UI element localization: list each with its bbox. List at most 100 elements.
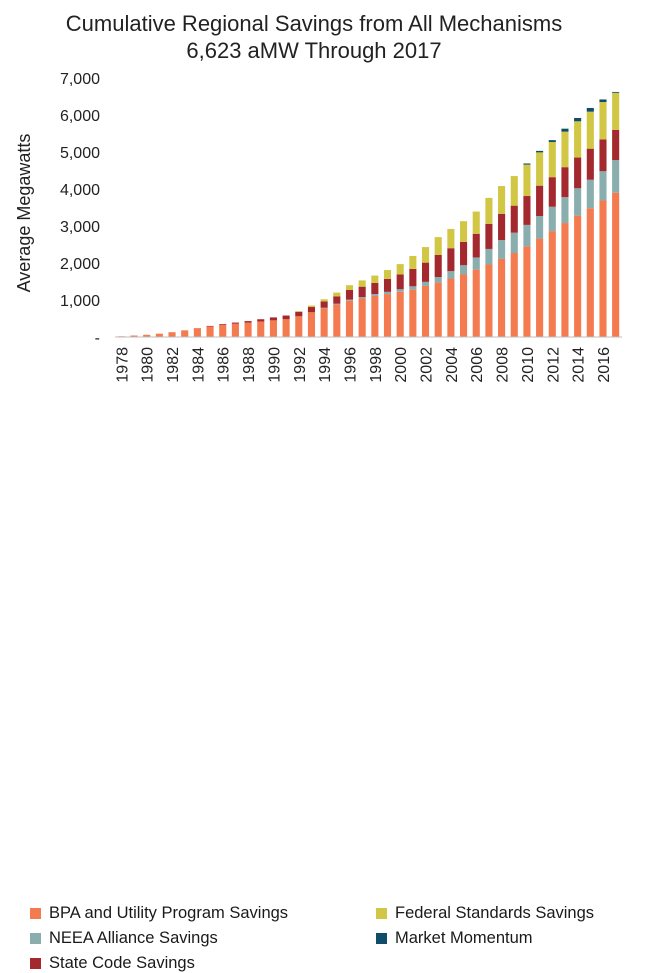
y-tick-label: 4,000: [60, 182, 100, 199]
bar-segment-2004-s1: [447, 271, 455, 279]
x-tick-label: 2006: [469, 347, 486, 383]
bar-segment-2016-s4: [599, 99, 607, 103]
x-tick-label: 1984: [190, 347, 207, 383]
bar-segment-1992-s3: [295, 311, 303, 312]
bar-segment-1990-s2: [269, 317, 277, 321]
bar-segment-2013-s3: [561, 131, 569, 168]
bar-segment-1988-s2: [244, 321, 252, 323]
bar-segment-2013-s4: [561, 128, 569, 132]
bar-segment-2007-s3: [485, 197, 493, 224]
bar-segment-2003-s1: [434, 277, 442, 283]
legend-item-neea: NEEA Alliance Savings: [30, 929, 218, 948]
bar-segment-1991-s0: [282, 319, 290, 337]
bar-segment-2004-s2: [447, 248, 455, 272]
bar-segment-2007-s2: [485, 223, 493, 249]
bar-segment-1998-s3: [371, 275, 379, 283]
bar-segment-2008-s0: [498, 258, 506, 337]
bar-segment-1996-s0: [345, 300, 354, 337]
bar-segment-1997-s0: [358, 298, 366, 337]
bar-segment-2017-s1: [612, 160, 620, 193]
bar-segment-2000-s3: [396, 264, 404, 275]
bar-segment-2017-s2: [612, 129, 620, 161]
chart: Cumulative Regional Savings from All Mec…: [14, 11, 622, 972]
bar-segment-2009-s2: [510, 205, 518, 233]
y-tick-label: 3,000: [60, 219, 100, 236]
bar-segment-2010-s4: [523, 163, 531, 165]
bar-segment-1999-s2: [383, 278, 392, 292]
bar-segment-1990-s0: [269, 320, 277, 337]
bar-segment-2016-s1: [599, 171, 607, 201]
bar-segment-2014-s3: [574, 121, 582, 158]
legend-item-bpa: BPA and Utility Program Savings: [30, 904, 288, 923]
bar-segment-2015-s1: [586, 179, 594, 209]
bar-segment-1994-s2: [320, 301, 328, 308]
legend-label-bpa: BPA and Utility Program Savings: [49, 904, 289, 922]
bar-segment-2006-s1: [472, 257, 480, 270]
bar-segment-2011-s2: [536, 185, 544, 217]
x-axis-ticks: 1978 1980 1982 1984 1986 1988 1990 1992 1994 1996…: [114, 347, 613, 383]
bar-segment-1992-s2: [295, 311, 303, 317]
bar-segment-1979-s0: [130, 335, 138, 337]
x-tick-label: 2012: [545, 347, 562, 383]
x-tick-label: 2000: [393, 347, 410, 383]
bar-segment-1996-s2: [345, 290, 354, 300]
x-tick-label: 1986: [216, 347, 233, 383]
bar-segment-2011-s3: [536, 152, 544, 186]
bar-segment-2014-s0: [574, 215, 582, 337]
bar-segment-1987-s0: [231, 323, 239, 337]
x-tick-label: 1990: [266, 347, 283, 383]
bar-segment-2002-s3: [421, 247, 430, 263]
bar-segment-2015-s2: [586, 148, 594, 180]
bar-segment-1983-s0: [181, 330, 189, 337]
bar-segment-2005-s1: [460, 265, 468, 275]
bar-segment-2003-s2: [434, 254, 442, 278]
bar-segment-2010-s0: [523, 246, 531, 337]
bar-segment-1994-s0: [320, 308, 328, 337]
bar-segment-2009-s3: [510, 176, 518, 206]
bar-segment-2001-s2: [409, 268, 417, 287]
bar-segment-1995-s3: [333, 292, 341, 297]
bar-segment-2011-s4: [536, 150, 544, 153]
chart-svg: Cumulative Regional Savings from All Mec…: [14, 11, 622, 383]
bar-segment-1995-s1: [333, 303, 341, 305]
legend-label-market-momentum: Market Momentum: [395, 929, 533, 947]
bar-segment-1981-s0: [155, 333, 163, 337]
bar-segment-2010-s3: [523, 164, 531, 197]
legend-swatch-state-code: [30, 958, 41, 969]
bar-segment-2015-s0: [586, 208, 594, 337]
bar-segment-2012-s3: [548, 142, 556, 178]
bar-segment-1996-s1: [345, 299, 354, 301]
bar-segment-2005-s2: [460, 241, 468, 266]
bar-segment-2012-s0: [548, 231, 556, 337]
bar-segment-2011-s0: [536, 238, 544, 337]
bar-segment-1991-s2: [282, 315, 290, 320]
bar-segment-2000-s2: [396, 274, 404, 290]
bar-segment-2004-s0: [447, 278, 455, 337]
bar-segment-1997-s1: [358, 297, 366, 299]
y-tick-label: 6,000: [60, 108, 100, 125]
bar-segment-2016-s3: [599, 102, 607, 140]
bar-segment-1992-s0: [295, 316, 303, 337]
x-tick-label: 1982: [165, 347, 182, 383]
legend-item-federal: Federal Standards Savings: [376, 904, 594, 923]
bar-segment-1980-s0: [143, 334, 151, 337]
bar-segment-2002-s1: [421, 281, 430, 286]
bar-segment-1985-s2: [206, 325, 214, 327]
bar-segment-1999-s0: [383, 294, 392, 337]
bar-segment-1998-s2: [371, 282, 379, 295]
chart-subtitle: 6,623 aMW Through 2017: [186, 38, 441, 63]
y-tick-label: 2,000: [60, 256, 100, 273]
bar-segment-2006-s3: [472, 211, 480, 234]
bar-segment-2000-s1: [396, 289, 404, 292]
x-tick-label: 2008: [495, 347, 512, 383]
y-tick-label: 1,000: [60, 293, 100, 310]
bar-segment-2015-s4: [586, 107, 594, 112]
bar-segment-1993-s3: [307, 305, 316, 308]
bar-segment-1986-s0: [219, 324, 227, 337]
bar-segment-1984-s0: [193, 328, 201, 337]
bar-segment-2017-s3: [612, 92, 620, 130]
x-tick-label: 1992: [292, 347, 309, 383]
bar-segment-2005-s3: [460, 221, 468, 242]
bar-segment-1997-s3: [358, 280, 366, 287]
bar-segment-2003-s3: [434, 237, 442, 255]
